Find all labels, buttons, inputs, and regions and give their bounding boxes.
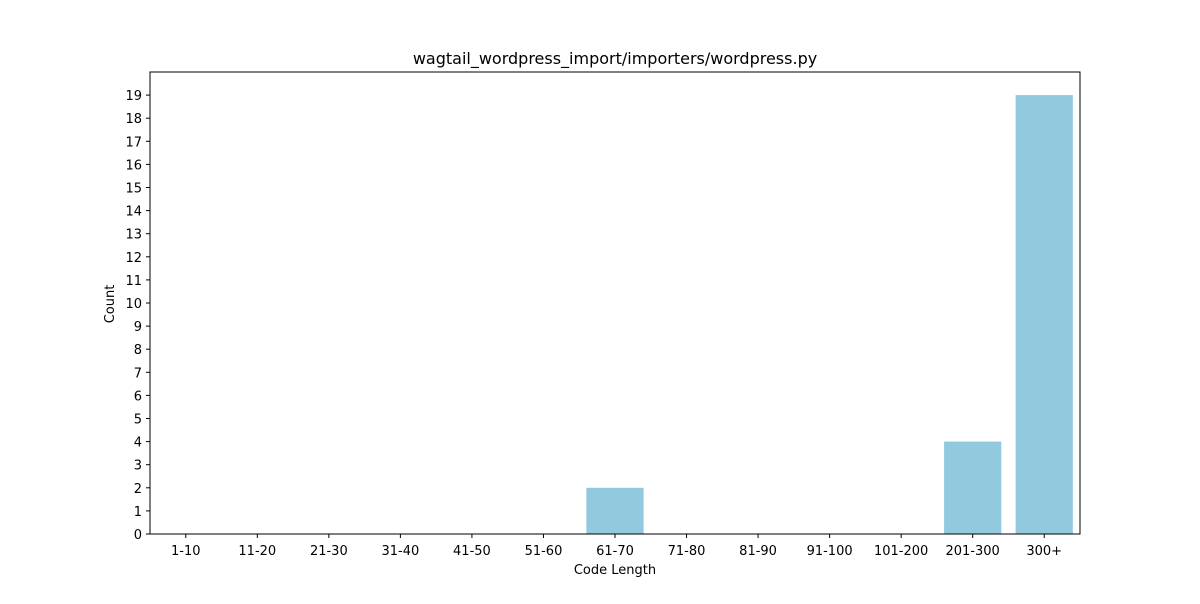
- x-tick-label: 1-10: [171, 544, 201, 559]
- y-tick-label: 4: [134, 436, 142, 451]
- y-tick-label: 0: [134, 528, 142, 543]
- x-tick-label: 81-90: [739, 544, 777, 559]
- x-axis-label: Code Length: [574, 563, 656, 578]
- x-tick-label: 31-40: [381, 544, 419, 559]
- y-tick-label: 5: [134, 413, 142, 428]
- x-tick-label: 21-30: [310, 544, 348, 559]
- y-tick-label: 1: [134, 505, 142, 520]
- y-axis-label: Count: [103, 285, 118, 324]
- bar-300+: [1015, 95, 1073, 534]
- y-tick-label: 2: [134, 482, 142, 497]
- y-tick-label: 9: [134, 320, 142, 335]
- y-tick-label: 14: [125, 205, 142, 220]
- x-tick-label: 51-60: [525, 544, 563, 559]
- bar-61-70: [586, 487, 644, 534]
- y-tick-label: 17: [125, 135, 142, 150]
- y-tick-label: 18: [125, 112, 142, 127]
- y-tick-label: 19: [125, 89, 142, 104]
- x-tick-label: 101-200: [874, 544, 928, 559]
- y-tick-label: 12: [125, 251, 142, 266]
- x-tick-label: 201-300: [946, 544, 1000, 559]
- x-tick-label: 41-50: [453, 544, 491, 559]
- chart-title: wagtail_wordpress_import/importers/wordp…: [413, 49, 817, 69]
- x-tick-label: 71-80: [668, 544, 706, 559]
- x-tick-label: 61-70: [596, 544, 634, 559]
- bar-201-300: [944, 441, 1002, 534]
- x-axis-ticks: 1-10 11-20 21-30 31-40 41-50 51-60 61-70 71-80 8…: [171, 534, 1062, 559]
- y-tick-label: 6: [134, 389, 142, 404]
- y-tick-label: 11: [125, 274, 142, 289]
- y-tick-label: 16: [125, 158, 142, 173]
- y-tick-label: 3: [134, 459, 142, 474]
- y-tick-label: 8: [134, 343, 142, 358]
- x-tick-label: 11-20: [238, 544, 276, 559]
- plot-frame: [149, 71, 1081, 535]
- x-tick-label: 300+: [1026, 544, 1062, 559]
- x-tick-label: 91-100: [807, 544, 853, 559]
- y-tick-label: 10: [125, 297, 142, 312]
- bars-layer: [586, 95, 1073, 534]
- y-tick-label: 13: [125, 228, 142, 243]
- y-tick-label: 15: [125, 182, 142, 197]
- y-tick-label: 7: [134, 366, 142, 381]
